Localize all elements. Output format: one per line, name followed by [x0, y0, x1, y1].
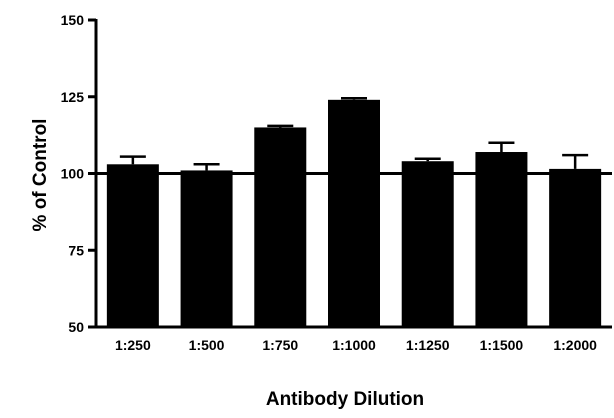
y-tick-label: 150: [61, 12, 85, 28]
bar: [180, 170, 233, 327]
y-tick-label: 125: [61, 89, 85, 105]
x-tick-label: 1:500: [189, 337, 225, 353]
x-tick-label: 1:250: [115, 337, 151, 353]
bar: [254, 127, 307, 327]
bar: [475, 152, 528, 327]
y-tick-label: 75: [68, 242, 84, 258]
bar: [328, 99, 380, 327]
bar: [401, 161, 454, 327]
y-tick-label: 50: [68, 319, 84, 335]
bar: [106, 164, 159, 327]
x-tick-label: 1:1000: [332, 337, 376, 353]
x-axis-title: Antibody Dilution: [266, 389, 424, 410]
y-axis-title: % of Control: [30, 119, 51, 232]
x-tick-label: 1:1500: [480, 337, 524, 353]
x-tick-label: 1:1250: [406, 337, 450, 353]
x-tick-label: 1:750: [262, 337, 298, 353]
y-tick-label: 100: [61, 166, 85, 182]
bar: [549, 168, 602, 327]
plot-area: 1:250 1:500 1:750 1:1000 1:1250 1:1500 1:2000 5…: [61, 12, 612, 353]
x-tick-label: 1:2000: [553, 337, 597, 353]
